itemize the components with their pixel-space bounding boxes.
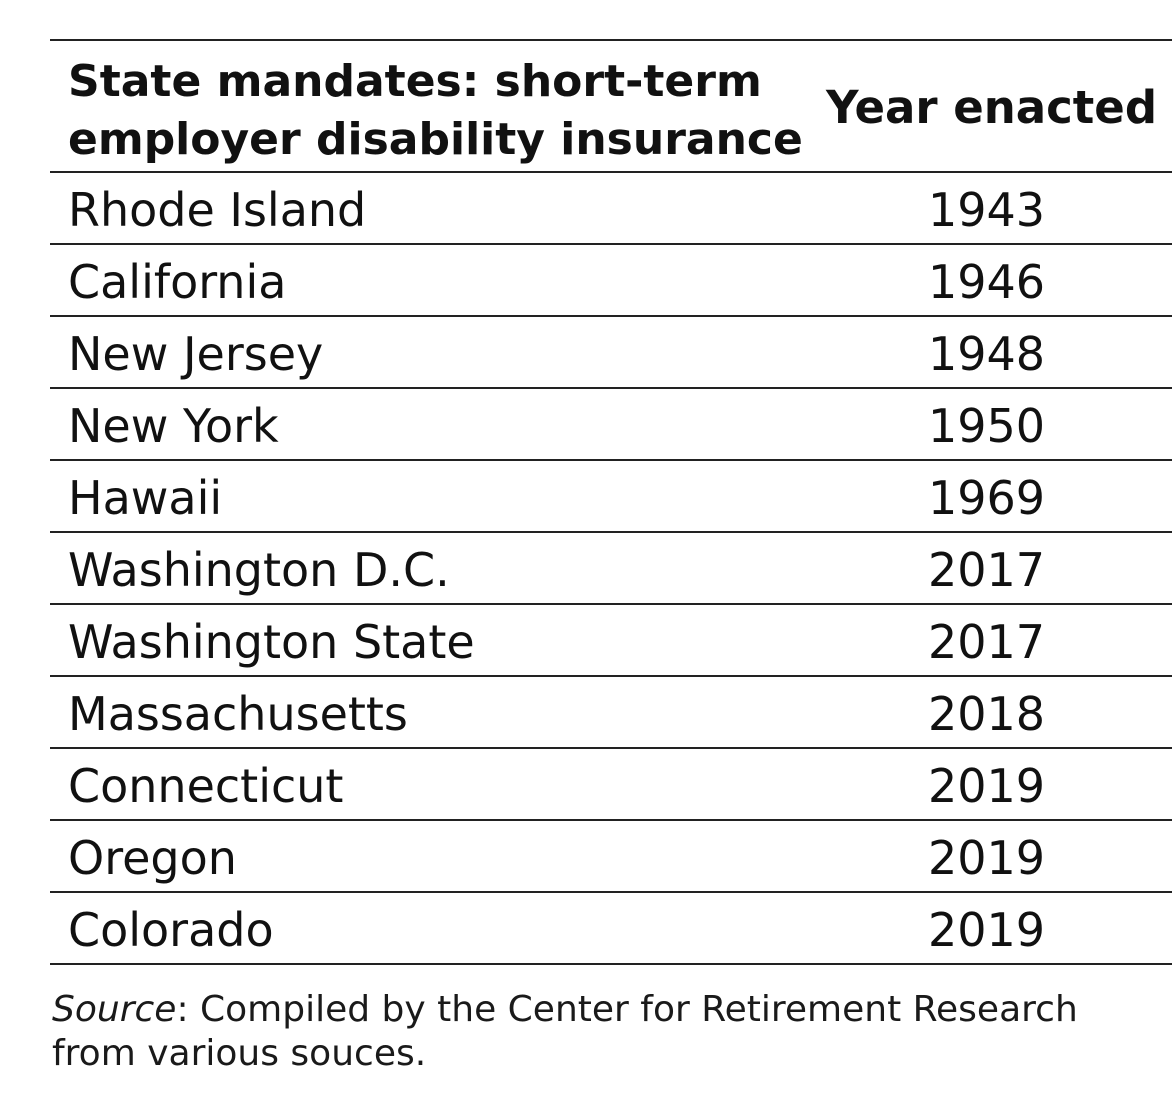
row-state-cell: Hawaii bbox=[68, 471, 223, 525]
row-year-cell: 2018 bbox=[928, 687, 1046, 741]
row-state-cell: Oregon bbox=[68, 831, 237, 885]
row-divider bbox=[50, 243, 1172, 245]
row-state-cell: Connecticut bbox=[68, 759, 344, 813]
header-bottom-rule bbox=[50, 171, 1172, 173]
source-text: : Compiled by the Center for Retirement … bbox=[52, 989, 1078, 1074]
row-divider bbox=[50, 675, 1172, 677]
row-divider bbox=[50, 387, 1172, 389]
row-year-cell: 2019 bbox=[928, 759, 1046, 813]
row-year-cell: 2017 bbox=[928, 543, 1046, 597]
source-label: Source bbox=[52, 989, 177, 1030]
row-divider bbox=[50, 963, 1172, 965]
row-state-cell: Colorado bbox=[68, 903, 274, 957]
table-row: Colorado 2019 bbox=[50, 893, 1172, 965]
column-header-year: Year enacted bbox=[826, 81, 1158, 134]
table-row: New York 1950 bbox=[50, 389, 1172, 461]
row-divider bbox=[50, 459, 1172, 461]
row-state-cell: Washington State bbox=[68, 615, 475, 669]
row-divider bbox=[50, 603, 1172, 605]
row-year-cell: 1946 bbox=[928, 255, 1046, 309]
table-row: Massachusetts 2018 bbox=[50, 677, 1172, 749]
row-year-cell: 1948 bbox=[928, 327, 1046, 381]
table-row: Washington D.C. 2017 bbox=[50, 533, 1172, 605]
row-divider bbox=[50, 819, 1172, 821]
row-year-cell: 1950 bbox=[928, 399, 1046, 453]
row-year-cell: 1969 bbox=[928, 471, 1046, 525]
table-row: Hawaii 1969 bbox=[50, 461, 1172, 533]
row-divider bbox=[50, 531, 1172, 533]
row-divider bbox=[50, 747, 1172, 749]
row-state-cell: California bbox=[68, 255, 287, 309]
table-row: Oregon 2019 bbox=[50, 821, 1172, 893]
row-state-cell: Rhode Island bbox=[68, 183, 367, 237]
table-row: California 1946 bbox=[50, 245, 1172, 317]
row-year-cell: 2019 bbox=[928, 831, 1046, 885]
table-row: Washington State 2017 bbox=[50, 605, 1172, 677]
table-top-rule bbox=[50, 39, 1172, 41]
row-state-cell: Washington D.C. bbox=[68, 543, 450, 597]
table-row: New Jersey 1948 bbox=[50, 317, 1172, 389]
column-header-state: State mandates: short-term employer disa… bbox=[68, 56, 803, 165]
row-state-cell: New York bbox=[68, 399, 279, 453]
table-row: Connecticut 2019 bbox=[50, 749, 1172, 821]
row-year-cell: 2019 bbox=[928, 903, 1046, 957]
row-state-cell: Massachusetts bbox=[68, 687, 408, 741]
row-year-cell: 2017 bbox=[928, 615, 1046, 669]
row-divider bbox=[50, 891, 1172, 893]
row-divider bbox=[50, 315, 1172, 317]
table-row: Rhode Island 1943 bbox=[50, 173, 1172, 245]
source-note: Source: Compiled by the Center for Retir… bbox=[52, 988, 1162, 1076]
row-state-cell: New Jersey bbox=[68, 327, 324, 381]
row-year-cell: 1943 bbox=[928, 183, 1046, 237]
